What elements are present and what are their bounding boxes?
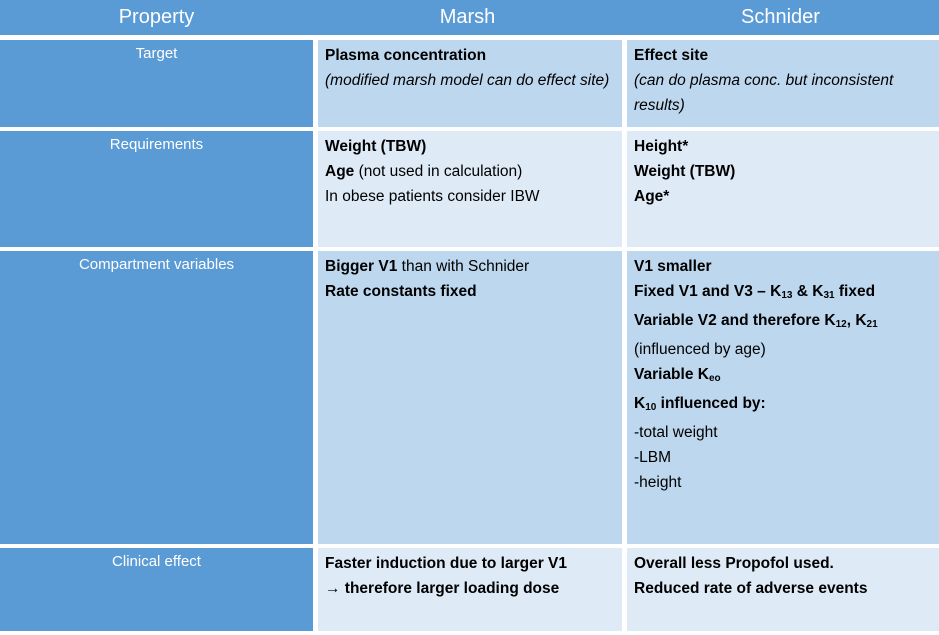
header-marsh: Marsh: [439, 6, 496, 28]
cell-line: Weight (TBW): [634, 163, 736, 180]
table-header-row: Property Marsh Schnider: [0, 0, 939, 35]
header-schnider: Schnider: [741, 6, 820, 28]
row-label-target: Target: [0, 40, 313, 127]
cell-line: K10 influenced by:: [634, 395, 766, 413]
cell-line: -LBM: [634, 449, 672, 466]
cell-line: Age (not used in calculation): [325, 163, 523, 180]
row-label-compartment-variables: Compartment variables: [0, 251, 313, 544]
cell-line: Reduced rate of adverse events: [634, 580, 868, 597]
cell-line: → therefore larger loading dose: [325, 580, 560, 597]
cell-line: Faster induction due to larger V1: [325, 555, 568, 572]
cell-target-schnider: Effect site (can do plasma conc. but inco…: [627, 40, 939, 127]
cell-clinical-marsh: Faster induction due to larger V1 → there…: [318, 548, 622, 631]
cell-requirements-marsh: Weight (TBW) Age (not used in calculation…: [318, 131, 622, 247]
cell-line: Weight (TBW): [325, 138, 427, 155]
row-label-requirements: Requirements: [0, 131, 313, 247]
cell-line: Rate constants fixed: [325, 283, 477, 300]
cell-line: -total weight: [634, 424, 718, 441]
cell-line: Bigger V1 than with Schnider: [325, 258, 530, 275]
cell-compartment-schnider: V1 smaller Fixed V1 and V3 – K13 & K31 fi…: [627, 251, 939, 544]
cell-line: Effect site: [634, 47, 709, 64]
cell-line: Variable Keo: [634, 366, 721, 384]
cell-line: (influenced by age): [634, 341, 766, 358]
cell-requirements-schnider: Height* Weight (TBW) Age*: [627, 131, 939, 247]
cell-line: V1 smaller: [634, 258, 712, 275]
cell-line: Variable V2 and therefore K12, K21: [634, 312, 878, 330]
cell-line: Fixed V1 and V3 – K13 & K31 fixed: [634, 283, 876, 301]
cell-line: (modified marsh model can do effect site…: [325, 72, 610, 89]
row-label-clinical-effect: Clinical effect: [0, 548, 313, 631]
cell-line: Overall less Propofol used.: [634, 555, 834, 572]
table-body: Target Plasma concentration (modified mar…: [0, 40, 939, 631]
cell-line: Height*: [634, 138, 689, 155]
cell-target-marsh: Plasma concentration (modified marsh mode…: [318, 40, 622, 127]
cell-compartment-marsh: Bigger V1 than with Schnider Rate constan…: [318, 251, 622, 544]
cell-line: Age*: [634, 188, 670, 205]
header-property: Property: [118, 6, 195, 28]
cell-line: (can do plasma conc. but inconsistent re…: [634, 72, 894, 114]
cell-line: In obese patients consider IBW: [325, 188, 540, 205]
cell-line: Plasma concentration: [325, 47, 487, 64]
cell-clinical-schnider: Overall less Propofol used. Reduced rate …: [627, 548, 939, 631]
cell-line: -height: [634, 474, 682, 491]
